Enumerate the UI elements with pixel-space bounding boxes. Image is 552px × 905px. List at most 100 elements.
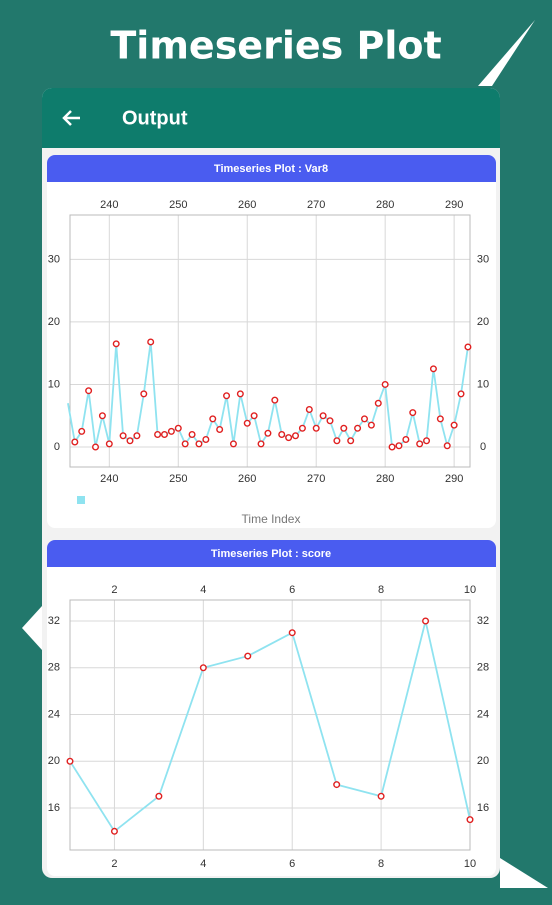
data-point bbox=[271, 396, 279, 404]
x-tick-label: 240 bbox=[100, 473, 118, 485]
x-tick-label: 4 bbox=[200, 858, 206, 870]
data-point bbox=[381, 380, 389, 388]
x-axis-label: Time Index bbox=[242, 512, 301, 526]
data-point bbox=[292, 432, 300, 440]
data-point bbox=[312, 424, 320, 432]
x-tick-label: 270 bbox=[307, 473, 325, 485]
data-point bbox=[110, 827, 118, 835]
decor bbox=[478, 20, 535, 86]
data-point bbox=[174, 424, 182, 432]
data-point bbox=[119, 432, 127, 440]
data-point bbox=[155, 792, 163, 800]
data-point bbox=[409, 409, 417, 417]
y-tick-label: 32 bbox=[477, 615, 489, 627]
x-tick-label: 10 bbox=[464, 858, 476, 870]
data-point bbox=[98, 412, 106, 420]
data-point bbox=[236, 390, 244, 398]
y-tick-label: 20 bbox=[48, 316, 60, 328]
x-tick-label: 290 bbox=[445, 199, 463, 211]
y-tick-label: 24 bbox=[477, 708, 489, 720]
data-point bbox=[464, 343, 472, 351]
y-tick-label: 32 bbox=[48, 615, 60, 627]
data-point bbox=[450, 421, 458, 429]
chart-header bbox=[47, 540, 496, 567]
data-point bbox=[466, 816, 474, 824]
data-point bbox=[429, 365, 437, 373]
data-point bbox=[395, 442, 403, 450]
x-tick-label: 8 bbox=[378, 858, 384, 870]
y-tick-label: 10 bbox=[48, 378, 60, 390]
data-point bbox=[264, 429, 272, 437]
data-point bbox=[244, 652, 252, 660]
data-point bbox=[288, 629, 296, 637]
data-point bbox=[388, 443, 396, 451]
data-point bbox=[285, 434, 293, 442]
legend-swatch bbox=[77, 496, 85, 504]
y-tick-label: 28 bbox=[48, 662, 60, 674]
data-point bbox=[340, 424, 348, 432]
data-point bbox=[154, 430, 162, 438]
data-point bbox=[443, 442, 451, 450]
data-point bbox=[105, 440, 113, 448]
x-tick-label: 290 bbox=[445, 473, 463, 485]
data-point bbox=[298, 424, 306, 432]
data-point bbox=[333, 437, 341, 445]
x-tick-label: 4 bbox=[200, 584, 206, 596]
back-button[interactable] bbox=[62, 110, 80, 126]
data-point bbox=[347, 437, 355, 445]
y-tick-label: 28 bbox=[477, 662, 489, 674]
data-point bbox=[209, 415, 217, 423]
data-point bbox=[188, 430, 196, 438]
x-tick-label: 270 bbox=[307, 199, 325, 211]
x-tick-label: 260 bbox=[238, 199, 256, 211]
chart-title: Timeseries Plot : Var8 bbox=[214, 163, 328, 175]
x-tick-label: 280 bbox=[376, 473, 394, 485]
y-tick-label: 20 bbox=[477, 316, 489, 328]
data-point bbox=[367, 421, 375, 429]
y-tick-label: 0 bbox=[480, 441, 486, 453]
chart-card bbox=[47, 540, 496, 876]
x-tick-label: 6 bbox=[289, 584, 295, 596]
y-tick-label: 24 bbox=[48, 708, 60, 720]
data-point bbox=[85, 387, 93, 395]
data-point bbox=[112, 340, 120, 348]
data-point bbox=[195, 440, 203, 448]
data-point bbox=[229, 440, 237, 448]
data-point bbox=[423, 437, 431, 445]
data-point bbox=[422, 617, 430, 625]
y-tick-label: 10 bbox=[477, 378, 489, 390]
x-tick-label: 260 bbox=[238, 473, 256, 485]
data-point bbox=[416, 440, 424, 448]
data-point bbox=[457, 390, 465, 398]
y-tick-label: 16 bbox=[48, 802, 60, 814]
data-point bbox=[377, 792, 385, 800]
x-tick-label: 250 bbox=[169, 199, 187, 211]
x-tick-label: 250 bbox=[169, 473, 187, 485]
y-tick-label: 20 bbox=[48, 755, 60, 767]
x-tick-label: 2 bbox=[111, 858, 117, 870]
y-tick-label: 30 bbox=[48, 253, 60, 265]
data-point bbox=[223, 392, 231, 400]
data-point bbox=[278, 430, 286, 438]
x-tick-label: 2 bbox=[111, 584, 117, 596]
data-point bbox=[216, 425, 224, 433]
plot-frame bbox=[69, 599, 471, 851]
data-point bbox=[78, 427, 86, 435]
data-point bbox=[374, 399, 382, 407]
app-bar-title: Output bbox=[122, 107, 188, 129]
series-line bbox=[69, 620, 471, 833]
data-point bbox=[305, 405, 313, 413]
data-point bbox=[243, 419, 251, 427]
app-bar bbox=[42, 88, 500, 148]
banner-title: Timeseries Plot bbox=[110, 24, 441, 68]
x-tick-label: 240 bbox=[100, 199, 118, 211]
data-point bbox=[181, 440, 189, 448]
y-tick-label: 16 bbox=[477, 802, 489, 814]
plot-frame bbox=[69, 214, 471, 468]
data-point bbox=[333, 781, 341, 789]
data-point bbox=[402, 435, 410, 443]
chart-header bbox=[47, 155, 496, 182]
data-point bbox=[71, 438, 79, 446]
